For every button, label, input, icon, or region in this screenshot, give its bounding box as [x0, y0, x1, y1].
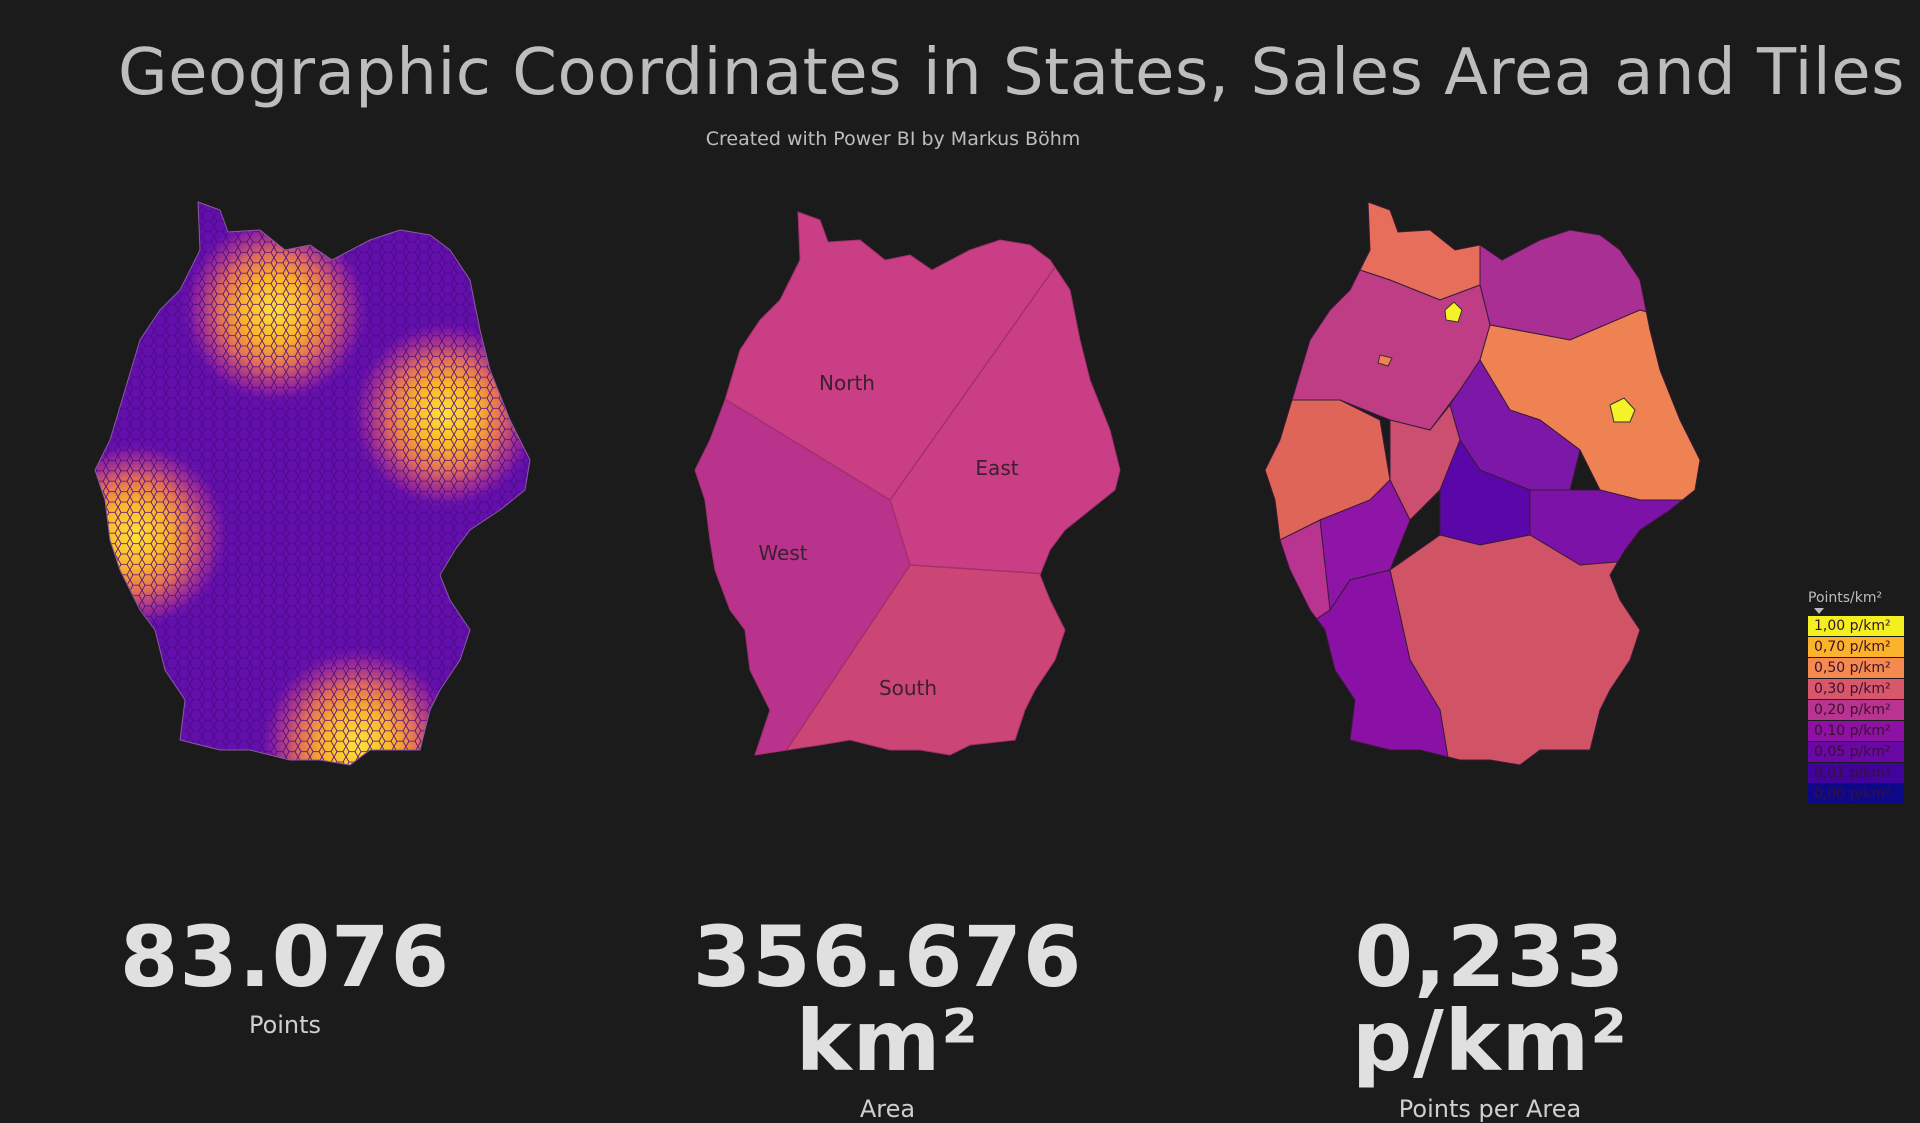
hex-grid	[95, 202, 530, 765]
kpi-points-per-area: 0,233 p/km² Points per Area	[1255, 915, 1725, 1123]
page-subtitle: Created with Power BI by Markus Böhm	[705, 128, 1081, 150]
legend-item[interactable]: 0,30 p/km²	[1808, 679, 1904, 699]
legend-item[interactable]: 0,01 p/km²	[1808, 763, 1904, 783]
legend-item[interactable]: 1,00 p/km²	[1808, 616, 1904, 636]
region-label-east: East	[975, 456, 1018, 480]
region-label-south: South	[879, 676, 937, 700]
state-rhineland[interactable]	[1240, 519, 1331, 641]
sales-area-map[interactable]: North East West South	[670, 190, 1140, 830]
kpi-points-label: Points	[248, 1011, 322, 1039]
page-title: Geographic Coordinates in States, Sales …	[118, 36, 1905, 110]
state-saarland[interactable]	[1240, 639, 1301, 691]
legend-item[interactable]: 0,10 p/km²	[1808, 721, 1904, 741]
legend-item[interactable]: 0,05 p/km²	[1808, 742, 1904, 762]
kpi-area-label: Area	[859, 1095, 916, 1123]
kpi-area: 356.676 km² Area	[650, 915, 1125, 1123]
kpi-ppa-label: Points per Area	[1398, 1095, 1582, 1123]
legend-item[interactable]: 0,20 p/km²	[1808, 700, 1904, 720]
state-bavaria[interactable]	[1389, 534, 1710, 830]
legend-item[interactable]: 0,70 p/km²	[1808, 637, 1904, 657]
states-map[interactable]	[1240, 190, 1710, 830]
kpi-area-value: 356.676 km²	[692, 908, 1083, 1090]
kpi-points-value: 83.076	[119, 908, 451, 1006]
color-legend[interactable]: Points/km² 1,00 p/km² 0,70 p/km² 0,50 p/km…	[1808, 590, 1904, 805]
tiles-map[interactable]	[70, 190, 540, 830]
region-south[interactable]	[730, 565, 1140, 830]
state-hamburg[interactable]	[1444, 301, 1463, 323]
region-label-north: North	[819, 371, 875, 395]
kpi-ppa-value: 0,233 p/km²	[1352, 908, 1628, 1090]
state-berlin[interactable]	[1609, 397, 1636, 423]
caret-down-icon[interactable]	[1814, 608, 1824, 614]
kpi-points: 83.076 Points	[100, 915, 470, 1039]
legend-item[interactable]: 0,00 p/km²	[1808, 784, 1904, 804]
state-mecklenburg[interactable]	[1479, 190, 1710, 341]
legend-item[interactable]: 0,50 p/km²	[1808, 658, 1904, 678]
legend-title: Points/km²	[1808, 590, 1883, 606]
state-bremen[interactable]	[1377, 354, 1393, 367]
region-label-west: West	[758, 541, 807, 565]
